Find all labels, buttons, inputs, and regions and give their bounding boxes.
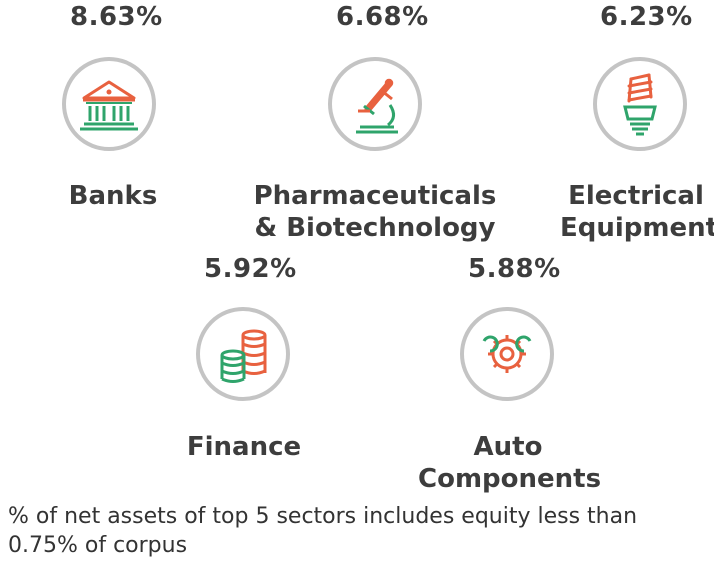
sector-label-finance: Finance bbox=[186, 431, 302, 463]
bank-icon bbox=[62, 57, 156, 151]
sector-label-line: Pharmaceuticals bbox=[253, 181, 497, 211]
sector-label-line: Banks bbox=[68, 181, 158, 211]
sector-label-banks: Banks bbox=[65, 180, 161, 212]
sector-label-auto: Auto Components bbox=[418, 431, 602, 495]
sector-label-line: Finance bbox=[186, 432, 302, 462]
gears-icon bbox=[460, 307, 554, 401]
footnote: % of net assets of top 5 sectors include… bbox=[8, 504, 638, 558]
sector-label-line: & Biotechnology bbox=[254, 213, 496, 243]
sector-percent-finance: 5.92% bbox=[204, 254, 297, 284]
sector-percent-electrical: 6.23% bbox=[600, 2, 693, 32]
sector-percent-banks: 8.63% bbox=[70, 2, 163, 32]
sector-label-electrical: Electrical Equipment bbox=[560, 180, 714, 244]
microscope-icon bbox=[328, 57, 422, 151]
sector-percent-auto: 5.88% bbox=[468, 254, 561, 284]
sector-label-pharma: Pharmaceuticals & Biotechnology bbox=[240, 180, 510, 244]
sector-label-line: Equipment bbox=[560, 213, 714, 243]
coins-icon bbox=[196, 307, 290, 401]
sector-label-line: Electrical bbox=[568, 181, 704, 211]
sector-percent-pharma: 6.68% bbox=[336, 2, 429, 32]
sector-label-line: Components bbox=[418, 464, 602, 494]
sector-label-line: Auto bbox=[473, 432, 543, 462]
light-bulb-icon bbox=[593, 57, 687, 151]
